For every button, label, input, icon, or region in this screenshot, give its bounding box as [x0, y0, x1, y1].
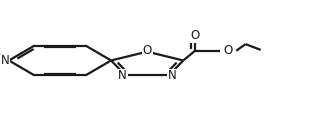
Text: O: O: [223, 44, 233, 57]
Text: O: O: [191, 29, 200, 42]
Text: O: O: [142, 44, 152, 57]
Text: N: N: [168, 70, 177, 83]
Text: N: N: [1, 54, 9, 67]
Text: N: N: [118, 70, 126, 83]
